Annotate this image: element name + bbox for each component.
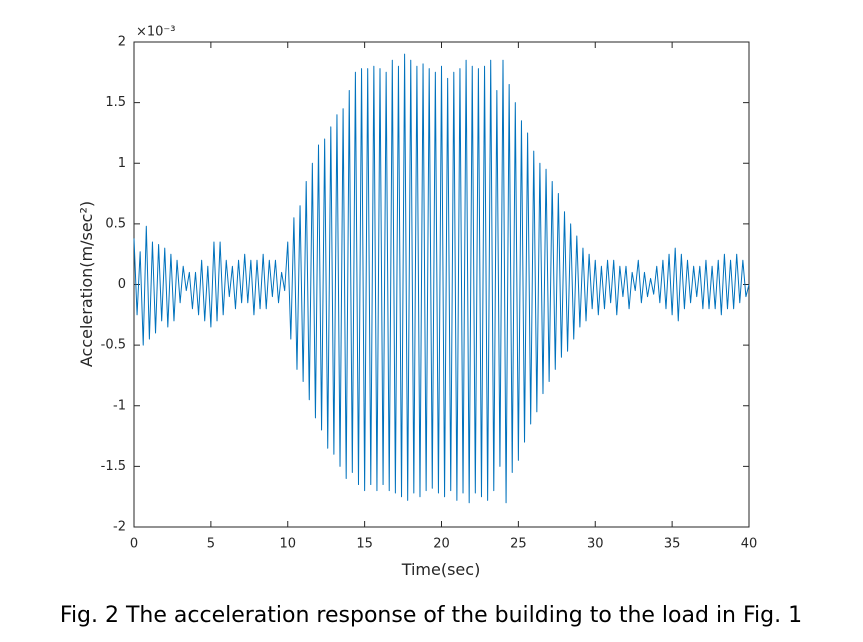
x-tick-label: 0	[130, 537, 138, 552]
x-tick-label: 25	[510, 537, 527, 552]
x-tick-label: 20	[433, 537, 450, 552]
y-tick-label: 0	[118, 277, 126, 292]
y-tick-label: -1.5	[101, 459, 126, 474]
caption: Fig. 2 The acceleration response of the …	[60, 603, 802, 628]
y-axis-label: Acceleration(m/sec²)	[77, 201, 96, 367]
y-tick-label: 1.5	[105, 95, 126, 110]
x-tick-label: 10	[279, 537, 296, 552]
y-tick-label: 1	[118, 156, 126, 171]
x-tick-label: 5	[207, 537, 215, 552]
y-tick-label: 0.5	[105, 216, 126, 231]
data-line	[133, 53, 750, 504]
x-tick-label: 35	[664, 537, 681, 552]
y-multiplier: ×10⁻³	[136, 25, 176, 40]
x-tick-label: 30	[587, 537, 604, 552]
x-tick-label: 40	[741, 537, 758, 552]
y-tick-label: -0.5	[101, 338, 126, 353]
x-tick-label: 15	[356, 537, 373, 552]
x-axis-label: Time(sec)	[401, 560, 481, 579]
y-tick-label: 2	[118, 35, 126, 50]
y-tick-label: -2	[113, 520, 126, 535]
y-tick-label: -1	[113, 398, 126, 413]
